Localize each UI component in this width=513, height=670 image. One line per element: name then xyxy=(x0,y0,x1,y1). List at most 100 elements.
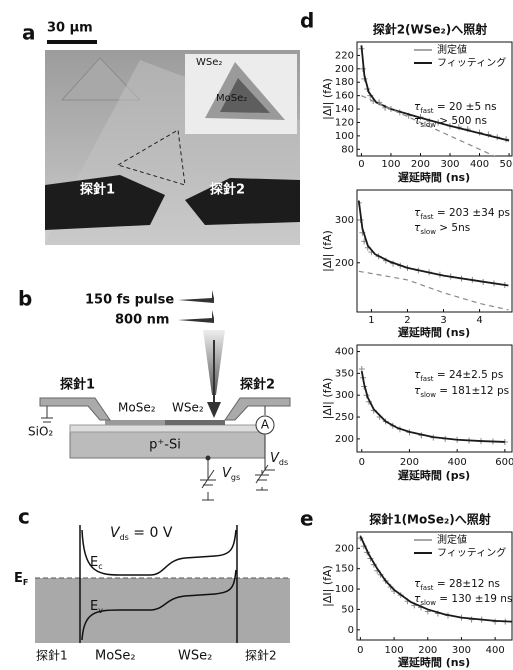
text: = 24±2.5 ps xyxy=(433,369,503,381)
chart-title: 探針1(MoSe₂)へ照射 xyxy=(369,512,491,527)
symbol: V xyxy=(270,451,280,466)
layer-label: p⁺-Si xyxy=(149,438,181,453)
annotation: τfast = 20 ±5 ns xyxy=(414,101,497,115)
symbol: E xyxy=(14,571,23,586)
legend-label: フィッティング xyxy=(437,546,506,559)
text: = 28±12 ns xyxy=(433,578,499,590)
x-tick-label: 200 xyxy=(400,457,419,468)
inset-label: MoSe₂ xyxy=(216,93,247,104)
panel-label: c xyxy=(18,505,30,529)
y-axis-label: |ΔI| (fA) xyxy=(321,230,334,272)
x-tick-label: 1 xyxy=(368,315,374,326)
symbol: τ xyxy=(414,115,421,127)
symbol: V xyxy=(222,466,232,481)
legend-label: 測定値 xyxy=(437,533,467,546)
bias-label: Vds = 0 V xyxy=(110,525,173,542)
y-axis-label: |ΔI| (fA) xyxy=(321,565,334,607)
annotation: τslow > 5ns xyxy=(414,222,470,236)
legend-label: フィッティング xyxy=(437,56,506,69)
panel-label: b xyxy=(18,287,32,311)
y-tick-label: 200 xyxy=(335,64,354,75)
chart: 1 2 3 4 200 300 遅延時間 (ns) |ΔI| (fA) τfast = 203 … xyxy=(321,189,513,339)
probe xyxy=(224,397,291,421)
scale-bar-label: 30 µm xyxy=(47,21,93,36)
annotation: τslow > 500 ns xyxy=(414,115,487,129)
text: > 500 ns xyxy=(436,115,487,127)
y-tick-label: 180 xyxy=(335,77,354,88)
pulse-label: 150 fs pulse xyxy=(85,293,174,308)
node xyxy=(205,455,211,461)
x-tick-label: 100 xyxy=(381,159,400,170)
plot-frame xyxy=(356,41,513,157)
fit-line xyxy=(360,371,505,443)
subscript: slow xyxy=(420,391,436,399)
symbol: τ xyxy=(414,101,421,113)
y-axis-label: |ΔI| (fA) xyxy=(321,78,334,120)
fit-line xyxy=(360,45,510,142)
symbol: τ xyxy=(414,593,421,605)
band-label: Ec xyxy=(90,555,103,572)
conduction-band xyxy=(81,529,237,576)
band-label: EF xyxy=(14,571,28,588)
mose2-layer xyxy=(105,420,165,425)
symbol: τ xyxy=(414,369,421,381)
wse2-layer xyxy=(165,420,225,425)
y-tick-label: 100 xyxy=(335,584,354,595)
band-label: Ev xyxy=(90,599,103,616)
subscript: v xyxy=(98,606,103,615)
x-tick-label: 300 xyxy=(440,159,459,170)
x-tick-label: 300 xyxy=(452,645,471,656)
x-tick-label: 600 xyxy=(495,457,513,468)
text: = 203 ±34 ps xyxy=(433,207,509,219)
probe-label: 探針1 xyxy=(80,182,115,198)
schematic: 150 fs pulse 800 nm 探針1 探針2 MoSe₂ WSe₂ S… xyxy=(28,290,291,501)
wavelength-label: 800 nm xyxy=(115,313,169,328)
gate-source xyxy=(200,458,216,501)
plot-area xyxy=(358,366,508,445)
subscript: fast xyxy=(420,584,433,592)
fit-line xyxy=(359,535,512,623)
subscript: fast xyxy=(420,213,433,221)
text: > 5ns xyxy=(436,222,470,234)
probe-label: 探針2 xyxy=(210,182,245,198)
annotation: τslow = 130 ±19 ns xyxy=(414,593,512,607)
probe xyxy=(185,178,300,225)
layer-label: SiO₂ xyxy=(28,425,53,439)
y-tick-label: 350 xyxy=(335,368,354,379)
annotation: τslow = 181±12 ps xyxy=(414,385,509,399)
y-tick-label: 0 xyxy=(348,625,354,636)
mose2-region xyxy=(220,78,270,113)
pulse xyxy=(178,310,214,323)
y-tick-label: 250 xyxy=(335,412,354,423)
legend-label: 測定値 xyxy=(437,43,467,56)
y-tick-label: 80 xyxy=(341,144,354,155)
x-tick-label: 0 xyxy=(357,645,363,656)
scale-bar xyxy=(47,40,97,44)
subscript: slow xyxy=(420,228,436,236)
x-tick-label: 500 xyxy=(500,159,513,170)
y-tick-label: 400 xyxy=(335,347,354,358)
y-tick-label: 200 xyxy=(335,543,354,554)
x-tick-label: 400 xyxy=(448,457,467,468)
symbol: τ xyxy=(414,207,421,219)
plot-frame xyxy=(356,189,513,313)
y-tick-label: 200 xyxy=(335,434,354,445)
plot-area xyxy=(357,535,512,625)
text: = 20 ±5 ns xyxy=(433,101,496,113)
x-tick-label: 3 xyxy=(440,315,446,326)
x-axis-label: 遅延時間 (ns) xyxy=(398,655,470,669)
y-tick-label: 160 xyxy=(335,91,354,102)
y-tick-label: 300 xyxy=(335,215,354,226)
region-label: MoSe₂ xyxy=(95,649,136,664)
valence-band xyxy=(81,569,237,641)
probe-label: 探針2 xyxy=(240,377,275,393)
ammeter-label: A xyxy=(261,418,270,432)
plot-frame xyxy=(356,344,513,453)
x-tick-label: 200 xyxy=(418,645,437,656)
symbol: V xyxy=(110,525,121,541)
layer-label: MoSe₂ xyxy=(118,401,156,415)
probe xyxy=(45,175,165,230)
y-tick-label: 100 xyxy=(335,131,354,142)
